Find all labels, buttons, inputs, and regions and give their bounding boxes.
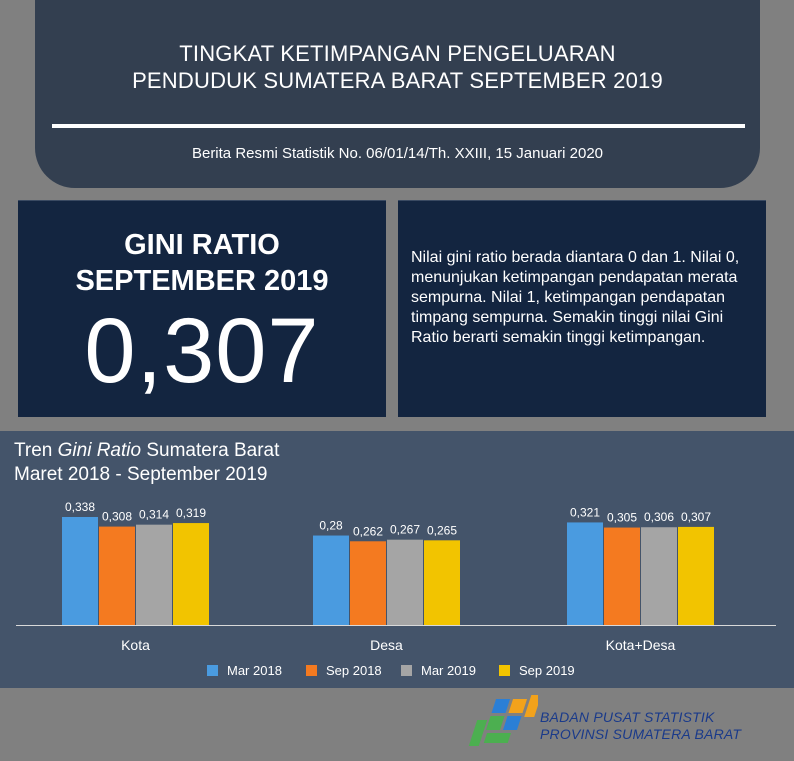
- bps-logo-icon: [468, 695, 538, 746]
- bar-desa-0: [313, 535, 349, 625]
- gini-value: 0,307: [84, 300, 320, 402]
- data-label: 0,307: [681, 510, 711, 524]
- data-label: 0,262: [353, 524, 383, 538]
- gini-title: GINI RATIO SEPTEMBER 2019: [18, 227, 386, 299]
- bar-desa-3: [424, 540, 460, 625]
- bar-kota-1: [99, 526, 135, 625]
- legend-label: Mar 2018: [227, 663, 282, 678]
- gini-title-line2: SEPTEMBER 2019: [75, 265, 329, 297]
- chart-title-line2: Maret 2018 - September 2019: [14, 464, 268, 485]
- legend-swatch: [499, 665, 510, 676]
- description-text: Nilai gini ratio berada diantara 0 dan 1…: [411, 249, 740, 346]
- data-label: 0,28: [319, 519, 343, 533]
- data-label: 0,267: [390, 523, 420, 537]
- chart-title-prefix: Tren: [14, 440, 58, 461]
- header-banner: TINGKAT KETIMPANGAN PENGELUARAN PENDUDUK…: [35, 0, 760, 188]
- data-label: 0,265: [427, 523, 457, 537]
- legend-swatch: [306, 665, 317, 676]
- chart-section: Tren Gini Ratio Sumatera Barat Maret 201…: [0, 431, 794, 688]
- bps-org-name: BADAN PUSAT STATISTIK PROVINSI SUMATERA …: [540, 709, 741, 743]
- x-tick-label: Kota: [121, 637, 150, 653]
- bar-desa-1: [350, 541, 386, 625]
- bar-desa-2: [387, 539, 423, 625]
- data-label: 0,321: [570, 505, 600, 519]
- data-label: 0,306: [644, 510, 674, 524]
- legend-swatch: [207, 665, 218, 676]
- chart-title-italic: Gini Ratio: [57, 440, 142, 461]
- chart-title: Tren Gini Ratio Sumatera Barat Maret 201…: [14, 439, 279, 487]
- page-title: TINGKAT KETIMPANGAN PENGELUARAN PENDUDUK…: [35, 40, 760, 94]
- bar-kota-desa-1: [604, 527, 640, 625]
- data-label: 0,305: [607, 511, 637, 525]
- bar-kota-0: [62, 517, 98, 625]
- bar-chart: 0,338 0,308 0,314 0,319 Kota 0,28 0,262 0,267 0,…: [16, 500, 776, 678]
- bar-kota-2: [136, 524, 172, 625]
- legend-label: Sep 2019: [519, 663, 575, 678]
- page-title-line2: PENDUDUK SUMATERA BARAT SEPTEMBER 2019: [132, 68, 663, 93]
- bps-org-line2: PROVINSI SUMATERA BARAT: [540, 726, 742, 742]
- bar-kota-desa-2: [641, 527, 677, 625]
- bar-kota-3: [173, 523, 209, 625]
- chart-title-suffix: Sumatera Barat: [141, 440, 280, 461]
- description-panel: Nilai gini ratio berada diantara 0 dan 1…: [398, 200, 766, 417]
- bar-kota-desa-3: [678, 526, 714, 625]
- gini-ratio-panel: GINI RATIO SEPTEMBER 2019 0,307: [18, 200, 386, 417]
- data-label: 0,338: [65, 500, 95, 514]
- legend-label: Mar 2019: [421, 663, 476, 678]
- legend-label: Sep 2018: [326, 663, 382, 678]
- page-subtitle: Berita Resmi Statistik No. 06/01/14/Th. …: [191, 145, 604, 162]
- gini-title-line1: GINI RATIO: [124, 229, 280, 261]
- x-tick-label: Desa: [370, 637, 403, 653]
- data-label: 0,308: [102, 510, 132, 524]
- page-title-line1: TINGKAT KETIMPANGAN PENGELUARAN: [179, 41, 616, 66]
- legend-swatch: [401, 665, 412, 676]
- bps-org-line1: BADAN PUSAT STATISTIK: [540, 709, 715, 725]
- header-divider: [52, 124, 745, 128]
- x-tick-label: Kota+Desa: [606, 637, 676, 653]
- data-label: 0,314: [139, 508, 169, 522]
- data-label: 0,319: [176, 506, 206, 520]
- bar-kota-desa-0: [567, 522, 603, 625]
- footer: [0, 688, 794, 761]
